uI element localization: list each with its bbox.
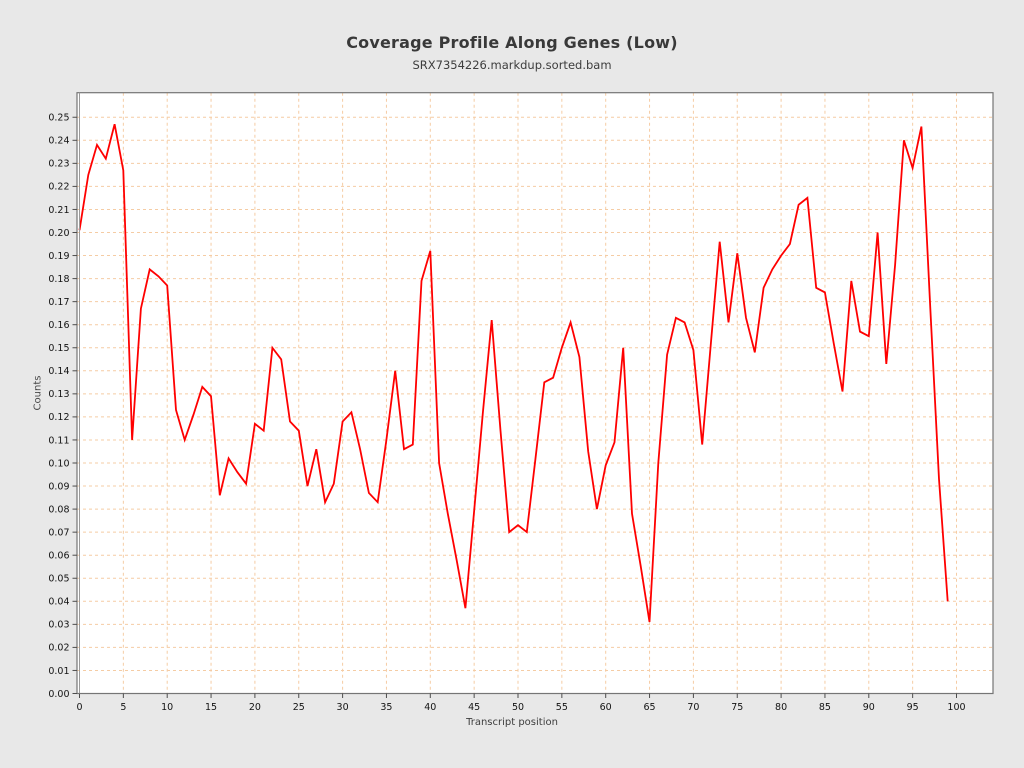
y-tick-label: 0.24 xyxy=(48,136,69,147)
x-tick-label: 10 xyxy=(161,702,173,713)
x-tick-label: 40 xyxy=(424,702,436,713)
chart-subtitle: SRX7354226.markdup.sorted.bam xyxy=(412,58,612,72)
x-tick-label: 55 xyxy=(556,702,568,713)
y-tick-label: 0.20 xyxy=(48,228,69,239)
x-tick-label: 15 xyxy=(205,702,217,713)
x-tick-label: 50 xyxy=(512,702,524,713)
y-tick-label: 0.23 xyxy=(48,159,69,170)
y-tick-label: 0.02 xyxy=(48,643,69,654)
y-tick-label: 0.17 xyxy=(48,297,69,308)
x-tick-label: 85 xyxy=(819,702,831,713)
y-tick-label: 0.08 xyxy=(48,504,69,515)
x-tick-label: 70 xyxy=(687,702,699,713)
y-tick-label: 0.00 xyxy=(48,689,69,700)
y-tick-label: 0.06 xyxy=(48,551,69,562)
y-tick-label: 0.07 xyxy=(48,527,69,538)
chart-title: Coverage Profile Along Genes (Low) xyxy=(346,33,678,52)
x-tick-label: 60 xyxy=(600,702,612,713)
x-tick-label: 20 xyxy=(249,702,261,713)
x-tick-label: 100 xyxy=(947,702,965,713)
plot-frame xyxy=(76,92,994,695)
x-tick-label: 75 xyxy=(731,702,743,713)
x-tick-label: 80 xyxy=(775,702,787,713)
x-tick-label: 30 xyxy=(337,702,349,713)
x-axis-label: Transcript position xyxy=(466,717,558,728)
x-tick-label: 95 xyxy=(907,702,919,713)
x-tick-label: 35 xyxy=(380,702,392,713)
x-tick-label: 65 xyxy=(644,702,656,713)
x-tick-label: 5 xyxy=(120,702,126,713)
y-tick-label: 0.19 xyxy=(48,251,69,262)
y-tick-label: 0.14 xyxy=(48,366,69,377)
y-tick-label: 0.15 xyxy=(48,343,69,354)
y-tick-label: 0.09 xyxy=(48,481,69,492)
x-tick-label: 90 xyxy=(863,702,875,713)
y-tick-label: 0.18 xyxy=(48,274,69,285)
y-tick-label: 0.11 xyxy=(48,435,69,446)
y-tick-label: 0.12 xyxy=(48,412,69,423)
y-tick-label: 0.01 xyxy=(48,666,69,677)
x-tick-label: 45 xyxy=(468,702,480,713)
y-tick-label: 0.16 xyxy=(48,320,69,331)
y-tick-label: 0.10 xyxy=(48,458,69,469)
y-tick-label: 0.03 xyxy=(48,620,69,631)
coverage-series-line xyxy=(78,123,949,623)
y-axis-label: Counts xyxy=(32,375,44,411)
x-tick-label: 25 xyxy=(293,702,305,713)
y-tick-label: 0.04 xyxy=(48,597,69,608)
y-tick-label: 0.13 xyxy=(48,389,69,400)
plot-area xyxy=(77,92,993,694)
y-tick-label: 0.21 xyxy=(48,205,69,216)
y-tick-label: 0.25 xyxy=(48,113,69,124)
y-tick-label: 0.22 xyxy=(48,182,69,193)
y-tick-label: 0.05 xyxy=(48,574,69,585)
x-tick-label: 0 xyxy=(76,702,82,713)
